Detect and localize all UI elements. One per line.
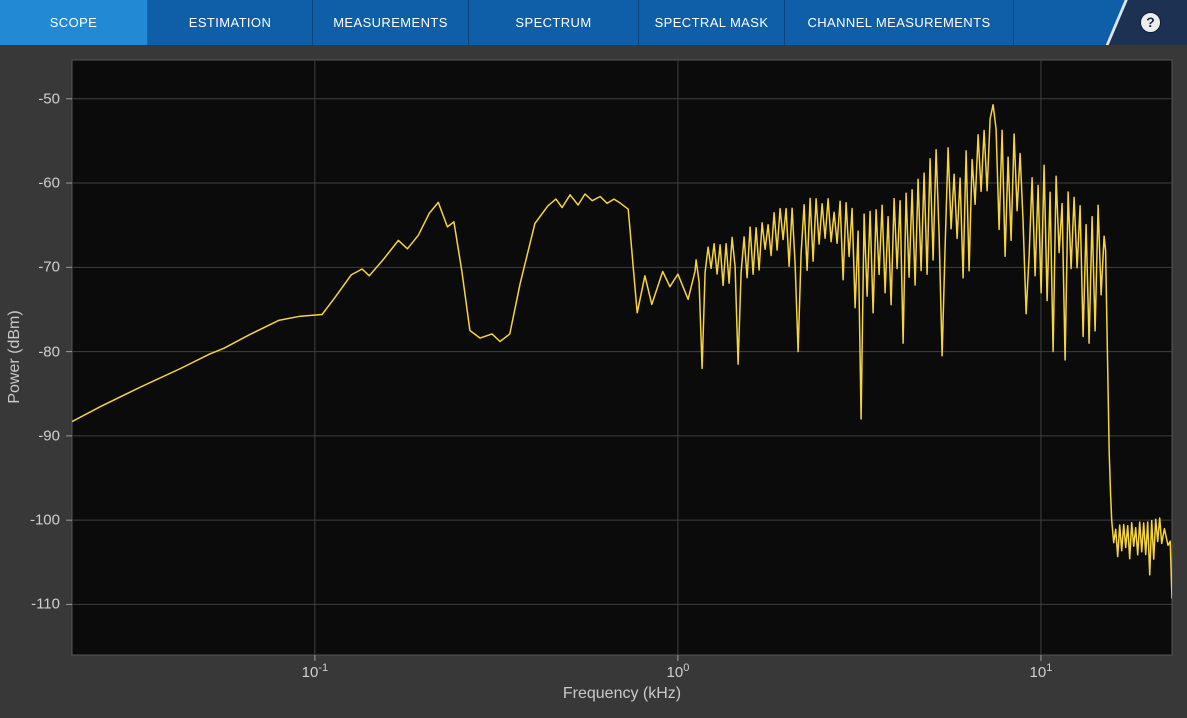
tab-spectrum[interactable]: SPECTRUM (469, 0, 639, 45)
tab-channel-measurements[interactable]: CHANNEL MEASUREMENTS (785, 0, 1014, 45)
spectrum-analyzer-plot: -50 -60 -70 -80 -90 -100 -110 10-1 100 101 Power … (0, 45, 1187, 718)
plot-canvas (66, 59, 1173, 661)
help-button[interactable]: ? (1140, 12, 1161, 33)
toolstrip: SCOPE ESTIMATION MEASUREMENTS SPECTRUM S… (0, 0, 1187, 50)
y-axis-label: Power (dBm) (6, 310, 23, 404)
tab-measurements[interactable]: MEASUREMENTS (313, 0, 469, 45)
tab-spectral-mask[interactable]: SPECTRAL MASK (639, 0, 785, 45)
tab-estimation[interactable]: ESTIMATION (148, 0, 313, 45)
tab-scope[interactable]: SCOPE (0, 0, 148, 45)
x-axis-label: Frequency (kHz) (562, 685, 682, 702)
